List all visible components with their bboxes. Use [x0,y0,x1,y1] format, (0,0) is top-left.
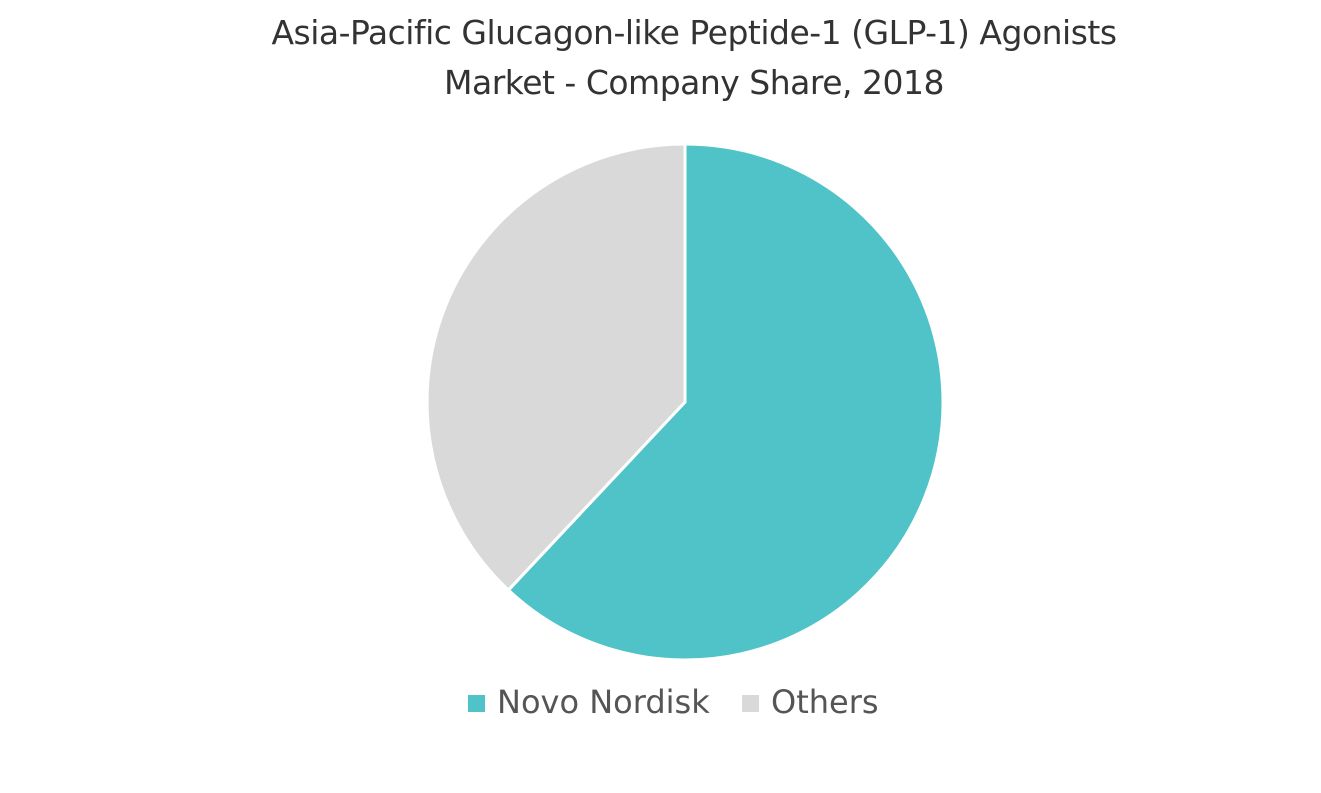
legend-swatch [468,695,485,712]
chart-title: Asia-Pacific Glucagon-like Peptide-1 (GL… [271,13,1117,102]
legend-swatch [742,695,759,712]
legend-label: Novo Nordisk [497,683,710,721]
pie-slice [425,142,687,593]
legend-label: Others [771,683,879,721]
pie-slice [506,142,945,662]
